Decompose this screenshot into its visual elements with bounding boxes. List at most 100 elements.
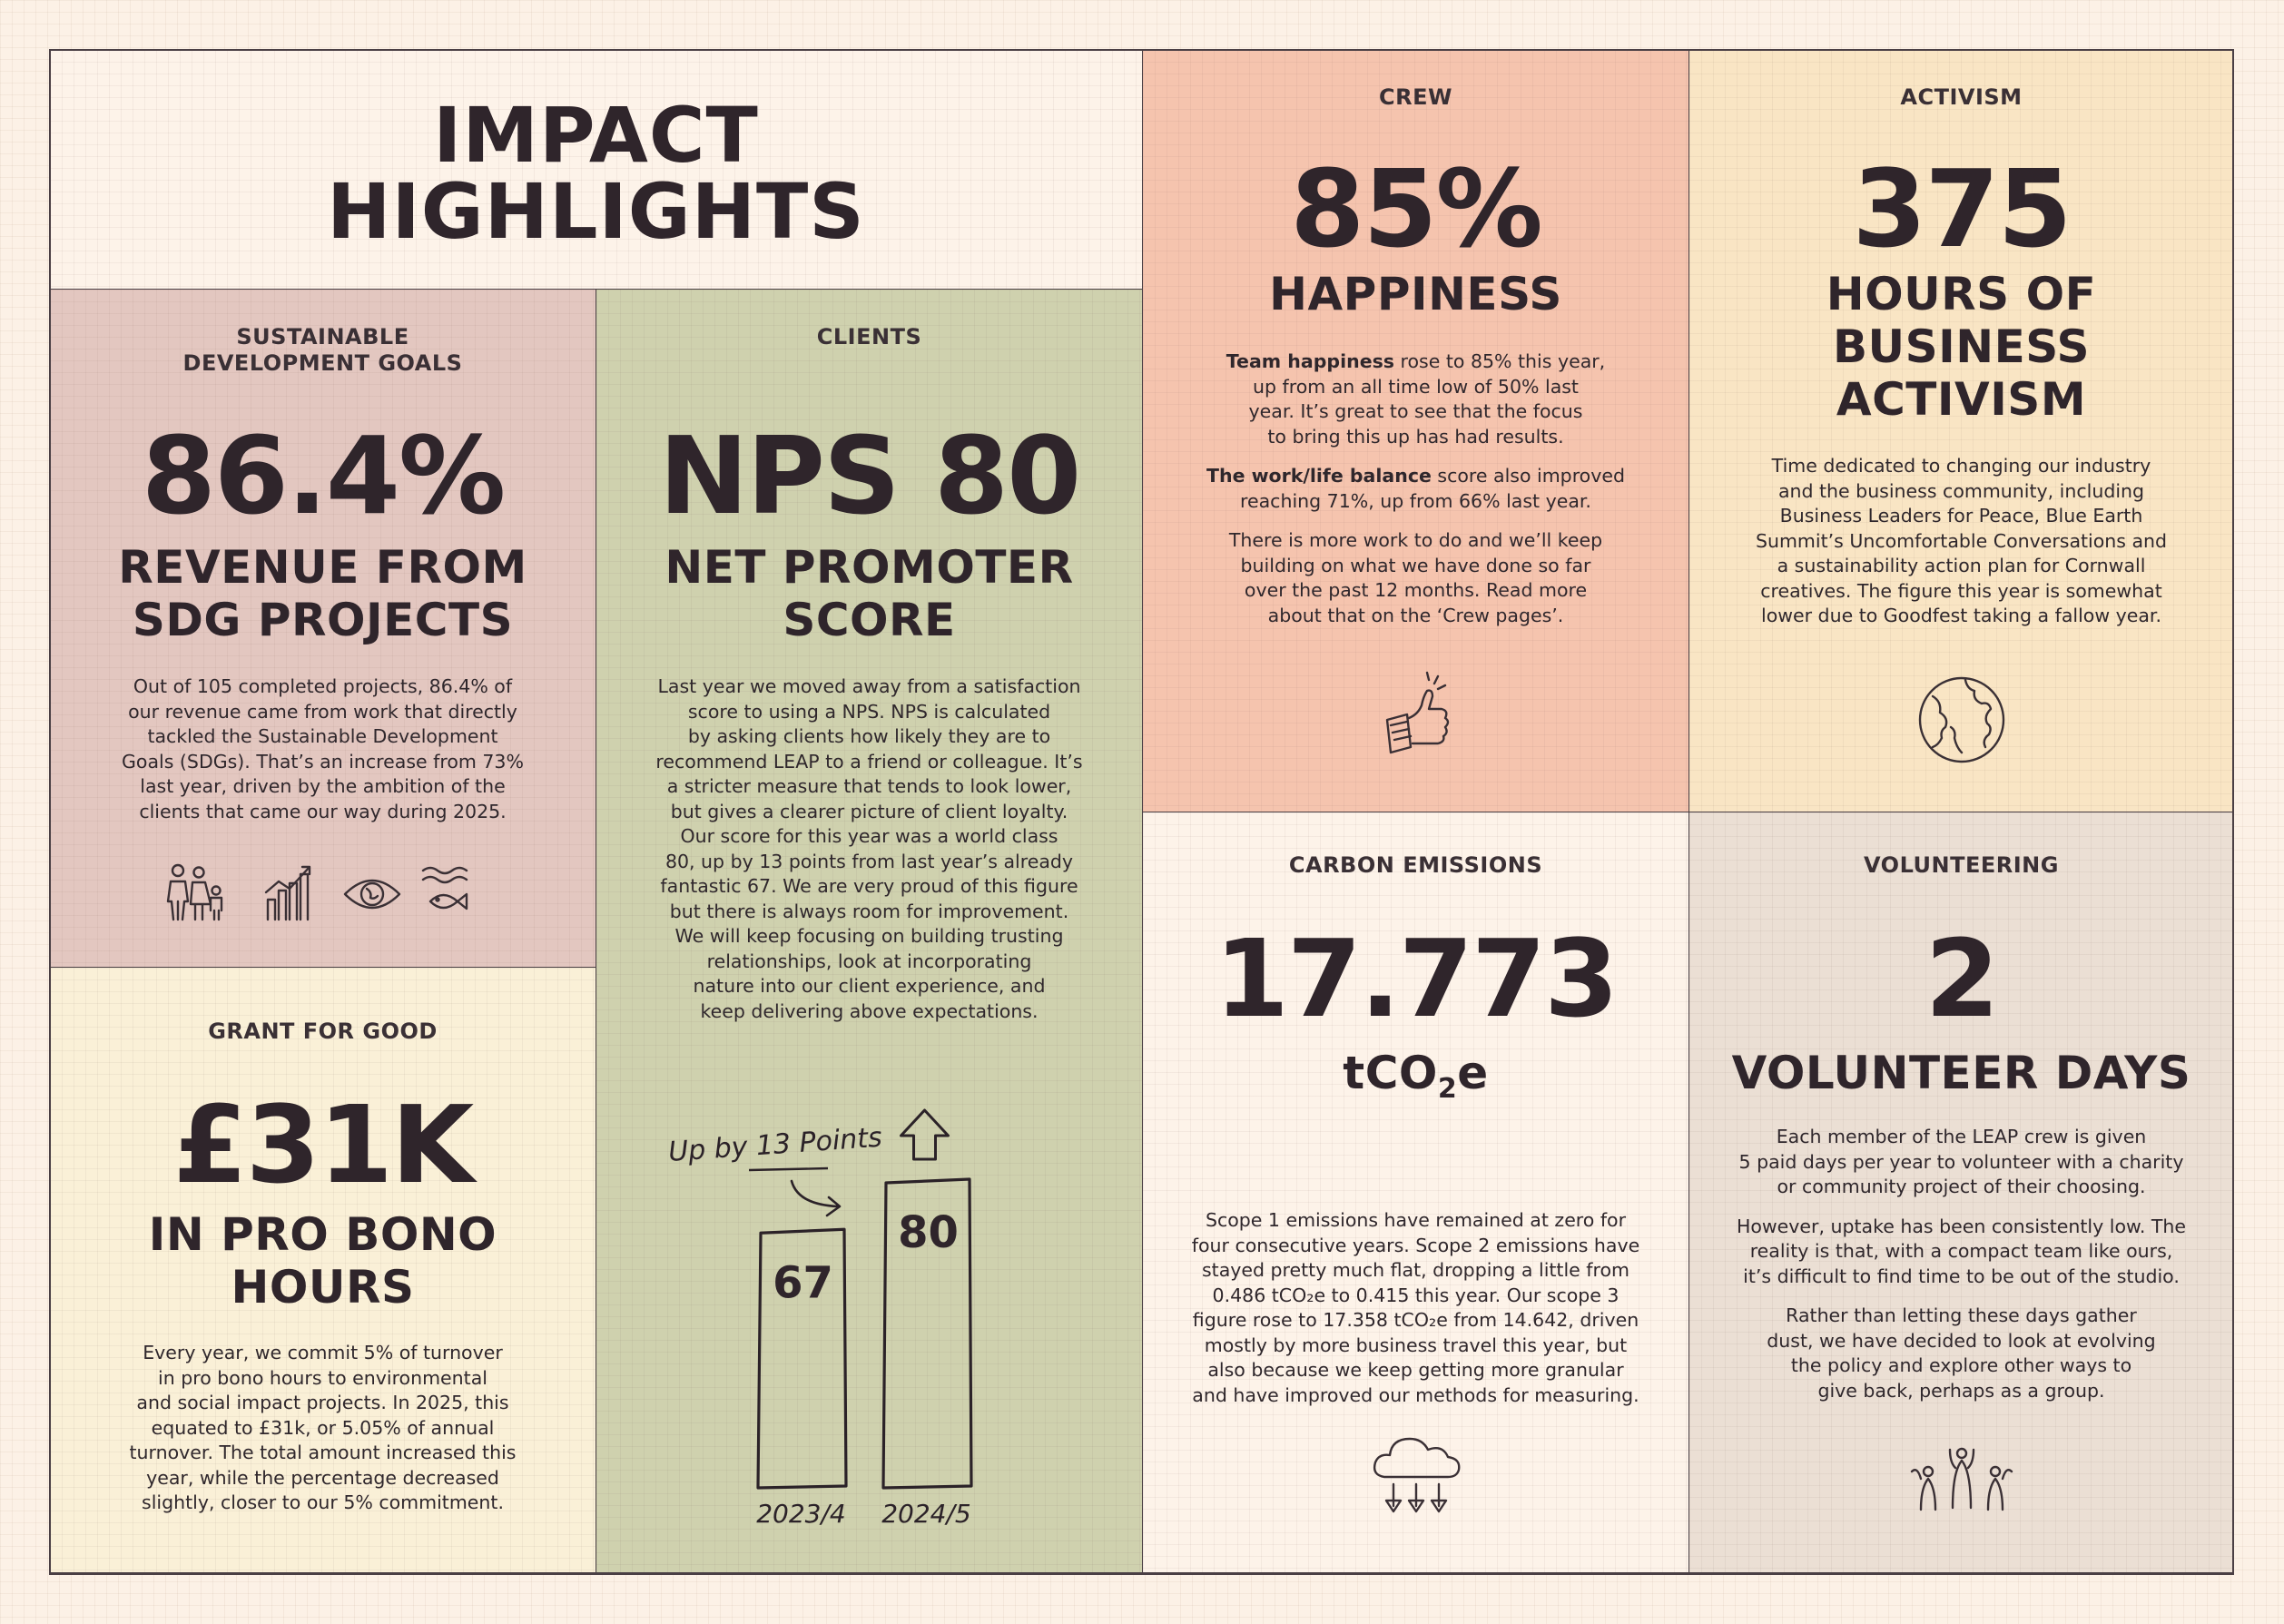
clients-panel: CLIENTS NPS 80 NET PROMOTER SCORE Last y… bbox=[596, 289, 1143, 1575]
activism-body-line: Time dedicated to changing our industry bbox=[1771, 455, 2151, 477]
volunteering-value: 2 bbox=[1925, 916, 1999, 1041]
crew-para-2-line: reaching 71%, up from 66% last year. bbox=[1240, 489, 1591, 512]
clients-body-line: We will keep focusing on building trusti… bbox=[674, 925, 1064, 947]
grant-body-line: Every year, we commit 5% of turnover bbox=[143, 1342, 503, 1363]
activism-subtitle-line: ACTIVISM bbox=[1836, 373, 2087, 426]
crew-subtitle: HAPPINESS bbox=[1269, 268, 1562, 320]
crew-para-3-line: There is more work to do and we’ll keep bbox=[1228, 529, 1603, 551]
carbon-body-line: four consecutive years. Scope 2 emission… bbox=[1191, 1234, 1640, 1256]
clients-body-line: keep delivering above expectations. bbox=[700, 999, 1039, 1022]
volunteering-line: Each member of the LEAP crew is given bbox=[1776, 1126, 2147, 1147]
crew-para-1: Team happiness rose to 85% this year, up… bbox=[1143, 349, 1688, 449]
nps-bar bbox=[756, 1227, 848, 1490]
volunteering-line: 5 paid days per year to volunteer with a… bbox=[1738, 1150, 2184, 1173]
crew-para-3-line: building on what we have done so far bbox=[1240, 554, 1591, 576]
activism-label: ACTIVISM bbox=[1900, 84, 2023, 110]
activism-body-line: and the business community, including bbox=[1777, 479, 2145, 502]
carbon-unit-prefix: tCO bbox=[1343, 1047, 1438, 1099]
clients-body-line: but gives a clearer picture of client lo… bbox=[670, 800, 1068, 822]
volunteering-line: or community project of their choosing. bbox=[1777, 1176, 2146, 1197]
crew-para-3: There is more work to do and we’ll keep … bbox=[1143, 528, 1688, 628]
sdg-panel: SUSTAINABLE DEVELOPMENT GOALS 86.4% REVE… bbox=[49, 289, 596, 968]
cloud-down-icon bbox=[1143, 1428, 1688, 1528]
clients-body-line: 80, up by 13 points from last year’s alr… bbox=[665, 850, 1074, 872]
volunteering-para-3: Rather than letting these days gather du… bbox=[1689, 1304, 2233, 1403]
activism-body-line: a sustainability action plan for Cornwal… bbox=[1777, 555, 2146, 576]
page-title-line-2: HIGHLIGHTS bbox=[327, 167, 865, 256]
crew-value: 85% bbox=[1290, 146, 1542, 271]
carbon-body: Scope 1 emissions have remained at zero … bbox=[1143, 1208, 1688, 1408]
clients-subtitle-line-2: SCORE bbox=[783, 594, 956, 646]
clients-body-line: relationships, look at incorporating bbox=[706, 950, 1032, 972]
activism-body-line: Summit’s Uncomfortable Conversations and bbox=[1755, 529, 2168, 552]
crew-para-3-line: over the past 12 months. Read more bbox=[1244, 579, 1588, 601]
clients-body-line: score to using a NPS. NPS is calculated bbox=[687, 700, 1051, 723]
clients-body-line: by asking clients how likely they are to bbox=[687, 725, 1051, 747]
volunteering-para-1: Each member of the LEAP crew is given 5 … bbox=[1689, 1125, 2233, 1200]
activism-body-line: creatives. The figure this year is somew… bbox=[1760, 579, 2162, 602]
sdg-subtitle-line-2: SDG PROJECTS bbox=[132, 594, 514, 646]
page-frame bbox=[49, 49, 2234, 1574]
carbon-unit-subscript: 2 bbox=[1437, 1073, 1458, 1105]
thumbs-up-icon bbox=[1143, 667, 1688, 758]
crew-para-1-line: to bring this up has had results. bbox=[1267, 425, 1564, 448]
carbon-body-line: figure rose to 17.358 tCO₂e from 14.642,… bbox=[1192, 1309, 1639, 1331]
carbon-label: CARBON EMISSIONS bbox=[1288, 852, 1543, 878]
activism-value: 375 bbox=[1852, 146, 2072, 271]
crew-label: CREW bbox=[1379, 84, 1452, 110]
carbon-unit: tCO2e bbox=[1143, 1047, 1688, 1116]
grant-label: GRANT FOR GOOD bbox=[208, 1019, 438, 1044]
page-title-line-1: IMPACT bbox=[433, 91, 759, 180]
sdg-label-line-2: DEVELOPMENT GOALS bbox=[182, 350, 463, 376]
nps-category-label: 2023/4 bbox=[756, 1499, 846, 1529]
volunteering-line: give back, perhaps as a group. bbox=[1817, 1379, 2105, 1402]
grant-subtitle-line-1: IN PRO BONO bbox=[148, 1208, 497, 1261]
carbon-body-line: stayed pretty much flat, dropping a litt… bbox=[1201, 1259, 1630, 1281]
grant-body-line: equated to £31k, or 5.05% of annual bbox=[151, 1416, 495, 1439]
carbon-value: 17.773 bbox=[1214, 916, 1619, 1041]
sdg-body-line: tackled the Sustainable Development bbox=[147, 725, 498, 747]
title-panel: IMPACT HIGHLIGHTS bbox=[49, 49, 1143, 290]
crew-para-1-rest: rose to 85% this year, bbox=[1394, 350, 1606, 372]
crew-para-1-line: year. It’s great to see that the focus bbox=[1248, 400, 1583, 422]
sdg-icons bbox=[50, 860, 596, 923]
grant-body-line: year, while the percentage decreased bbox=[146, 1466, 499, 1489]
carbon-unit-suffix: e bbox=[1457, 1047, 1489, 1099]
grant-value: £31K bbox=[172, 1082, 475, 1207]
sdg-body-line: our revenue came from work that directly bbox=[128, 700, 517, 723]
people-group-icon bbox=[1689, 1444, 2233, 1517]
clients-body: Last year we moved away from a satisfact… bbox=[596, 674, 1142, 1024]
grant-body-line: slightly, closer to our 5% commitment. bbox=[142, 1491, 504, 1513]
volunteering-label: VOLUNTEERING bbox=[1864, 852, 2059, 878]
grant-body-line: and social impact projects. In 2025, thi… bbox=[136, 1392, 509, 1413]
nps-up-arrow-icon bbox=[900, 1108, 950, 1161]
carbon-body-line: 0.486 tCO₂e to 0.415 this year. Our scop… bbox=[1212, 1284, 1619, 1306]
activism-body-line: Business Leaders for Peace, Blue Earth bbox=[1779, 505, 2143, 527]
carbon-body-line: and have improved our methods for measur… bbox=[1192, 1383, 1639, 1406]
grant-panel: GRANT FOR GOOD £31K IN PRO BONO HOURS Ev… bbox=[49, 967, 596, 1575]
activism-subtitle-line: BUSINESS bbox=[1832, 320, 2091, 373]
crew-para-2-rest: score also improved bbox=[1431, 465, 1625, 487]
globe-icon bbox=[1689, 673, 2233, 767]
clients-body-line: recommend LEAP to a friend or colleague.… bbox=[655, 750, 1083, 773]
sdg-body-line: Goals (SDGs). That’s an increase from 73… bbox=[122, 750, 524, 773]
volunteering-para-2: However, uptake has been consistently lo… bbox=[1689, 1215, 2233, 1290]
crew-body: Team happiness rose to 85% this year, up… bbox=[1143, 349, 1688, 643]
sdg-body-line: last year, driven by the ambition of the bbox=[140, 775, 506, 797]
clients-body-line: Our score for this year was a world clas… bbox=[680, 825, 1058, 847]
clients-body-line: nature into our client experience, and bbox=[693, 975, 1046, 997]
carbon-body-line: Scope 1 emissions have remained at zero … bbox=[1205, 1209, 1627, 1231]
volunteering-line: the policy and explore other ways to bbox=[1790, 1354, 2132, 1376]
carbon-body-line: mostly by more business travel this year… bbox=[1204, 1334, 1628, 1356]
nps-annotation-arrow-icon bbox=[790, 1179, 842, 1217]
carbon-panel: CARBON EMISSIONS 17.773 tCO2e Scope 1 em… bbox=[1142, 812, 1689, 1575]
clients-body-line: but there is always room for improvement… bbox=[669, 900, 1069, 922]
volunteering-line: it’s difficult to find time to be out of… bbox=[1743, 1265, 2180, 1287]
sdg-body-line: Out of 105 completed projects, 86.4% of bbox=[133, 675, 513, 697]
volunteering-body: Each member of the LEAP crew is given 5 … bbox=[1689, 1125, 2233, 1418]
sdg-icon-row bbox=[166, 863, 468, 921]
nps-bar bbox=[881, 1177, 973, 1490]
family-icon bbox=[166, 863, 222, 921]
nps-bar-value-label: 67 bbox=[773, 1257, 833, 1308]
